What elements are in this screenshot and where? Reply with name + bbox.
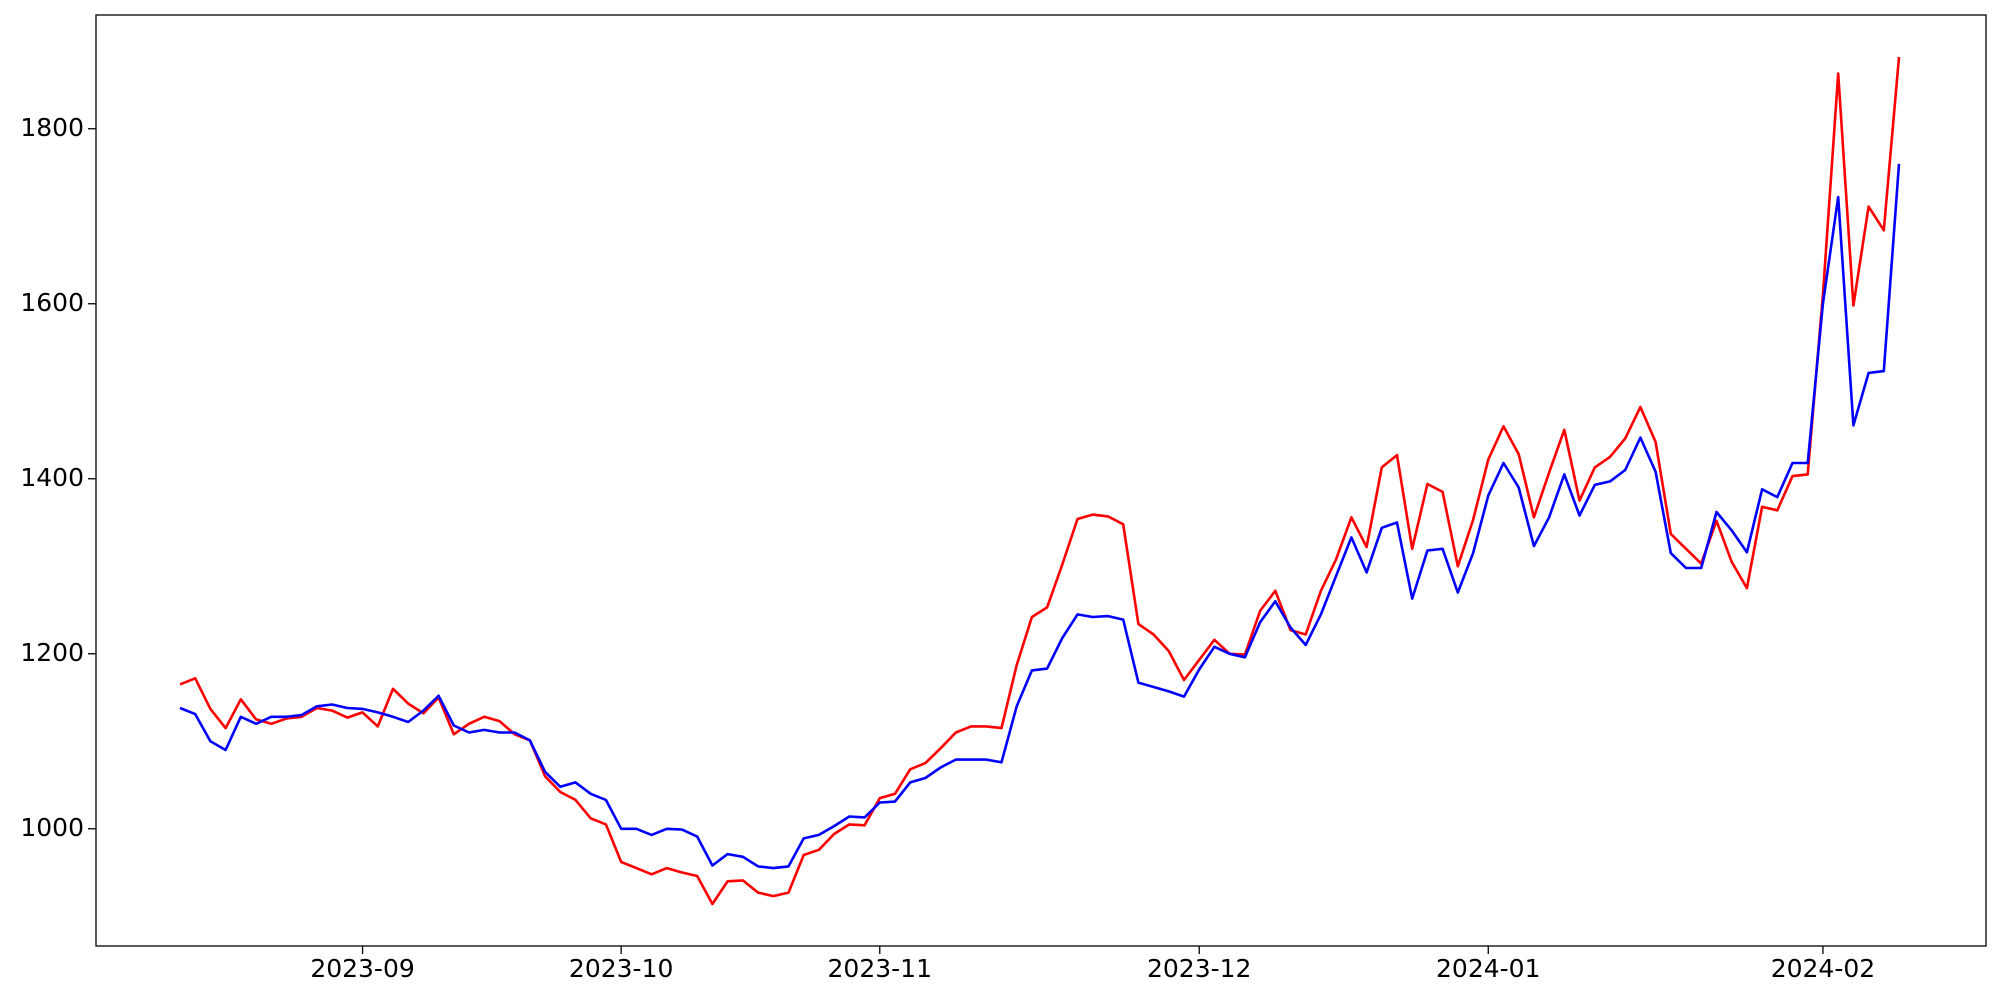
- x-tick-label: 2023-10: [569, 954, 673, 983]
- plot-frame: [95, 14, 1987, 947]
- series-line: [179, 163, 1901, 870]
- x-tick-label: 2024-02: [1771, 954, 1875, 983]
- y-tick-label: 1600: [20, 288, 84, 317]
- x-tick-label: 2023-11: [828, 954, 932, 983]
- series-line: [179, 56, 1901, 906]
- y-tick-label: 1400: [20, 463, 84, 492]
- x-tick-label: 2024-01: [1436, 954, 1540, 983]
- y-tick-label: 1000: [20, 813, 84, 842]
- x-tick-label: 2023-09: [310, 954, 414, 983]
- y-tick-label: 1200: [20, 638, 84, 667]
- x-tick-label: 2023-12: [1147, 954, 1251, 983]
- y-tick-label: 1800: [20, 113, 84, 142]
